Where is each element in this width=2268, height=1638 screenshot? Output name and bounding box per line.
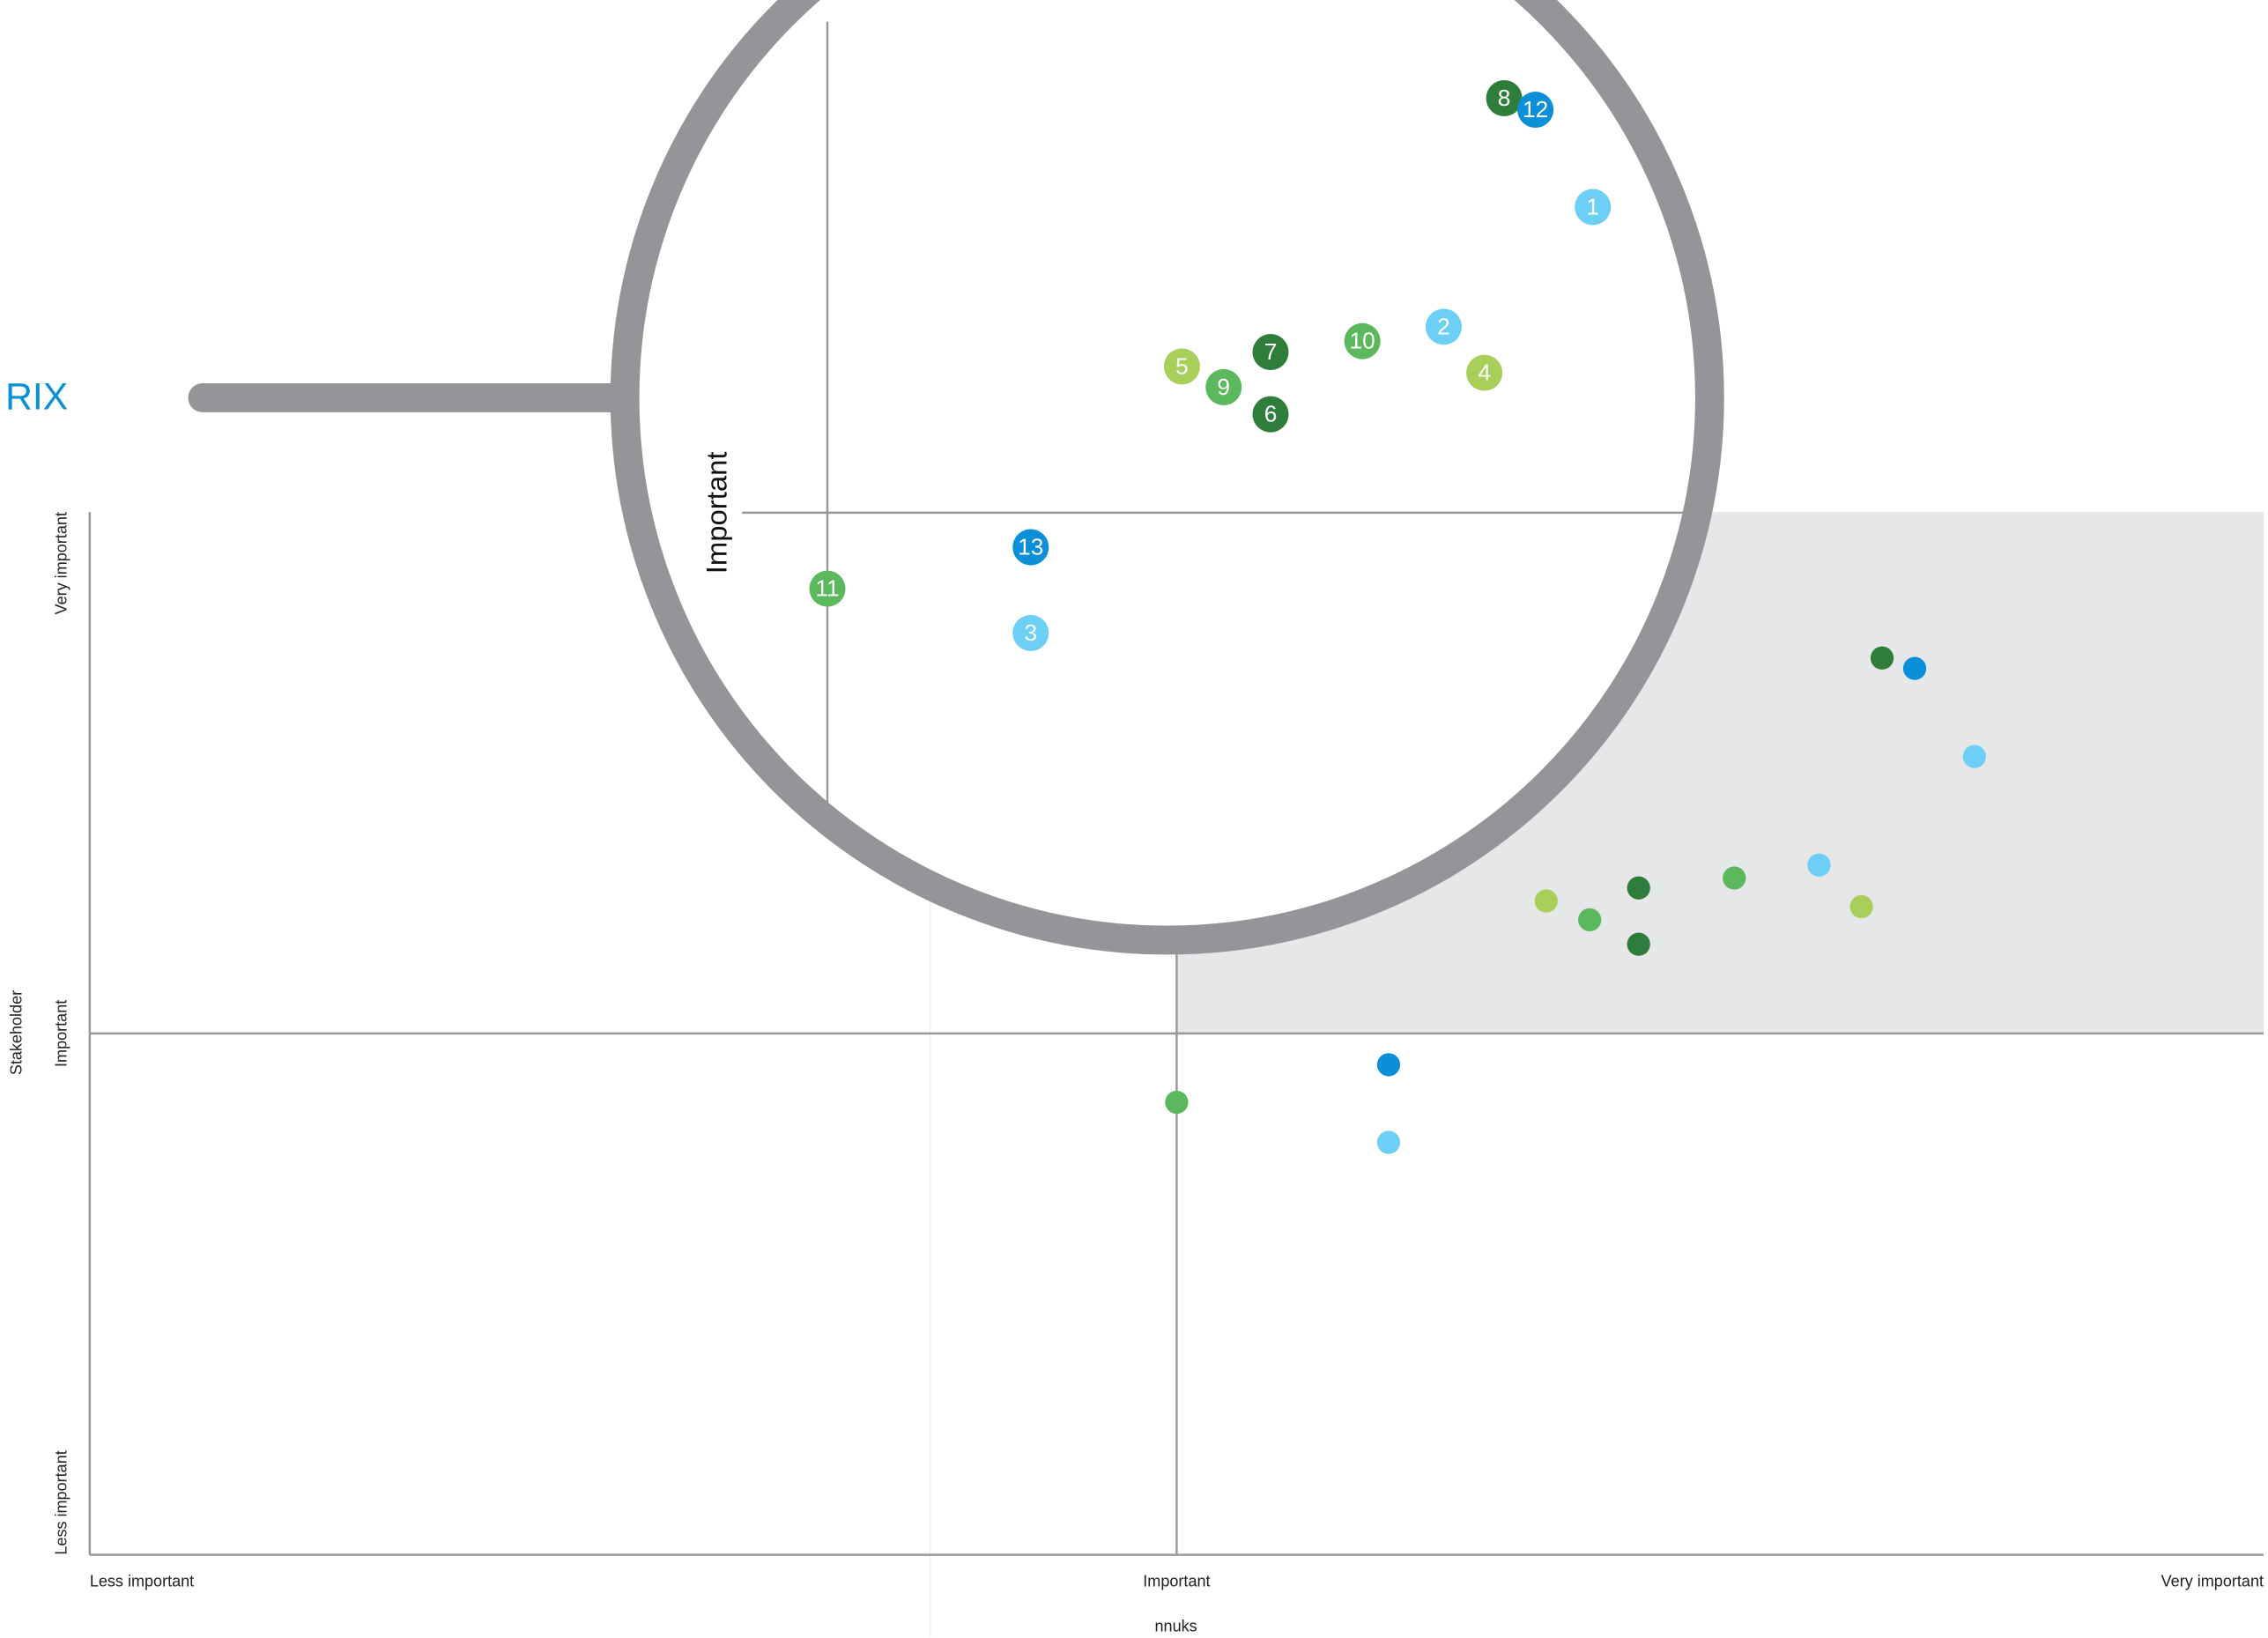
x-tick-label: Very important [2161, 1573, 2264, 1590]
point-label: 7 [1264, 338, 1278, 365]
point [1723, 866, 1745, 889]
page: {"chart_data": { "type": "scatter", "tit… [0, 0, 2268, 1638]
point-label: 2 [1437, 313, 1450, 339]
y-tick-label: Very important [52, 512, 70, 614]
point [1849, 895, 1872, 918]
point-label: 6 [1264, 401, 1278, 427]
point-label: 10 [1350, 328, 1375, 354]
point [1807, 854, 1830, 877]
point [1963, 745, 1986, 767]
point [1627, 877, 1650, 900]
point-label: 4 [1478, 359, 1491, 386]
x-tick-label: Less important [90, 1573, 194, 1590]
point [1535, 889, 1558, 912]
point-label: 13 [1018, 534, 1043, 560]
y-tick-label: Important [52, 1000, 70, 1067]
point-label: 8 [1498, 85, 1511, 111]
y-axis-title: Stakeholder [8, 990, 26, 1075]
point [1903, 656, 1926, 679]
point-label: 12 [1523, 96, 1548, 122]
point-label: 5 [1175, 352, 1189, 379]
point [1377, 1053, 1400, 1076]
point-label: 11 [815, 575, 839, 602]
point [1165, 1091, 1188, 1114]
point [1578, 908, 1601, 931]
chart: Less important Important Very important Les… [0, 0, 2268, 1638]
point [1377, 1130, 1400, 1153]
x-axis-title: nnuks [1155, 1617, 1197, 1634]
x-tick-label: Important [1143, 1573, 1210, 1590]
point-label: 1 [1586, 194, 1599, 220]
point [1871, 647, 1894, 670]
point [1627, 933, 1650, 956]
point-label: 9 [1217, 374, 1230, 400]
lens-axis-label: Important [700, 452, 733, 574]
chart-title: RIX [5, 375, 68, 418]
point-label: 3 [1024, 619, 1037, 646]
y-tick-label: Less important [52, 1450, 70, 1554]
